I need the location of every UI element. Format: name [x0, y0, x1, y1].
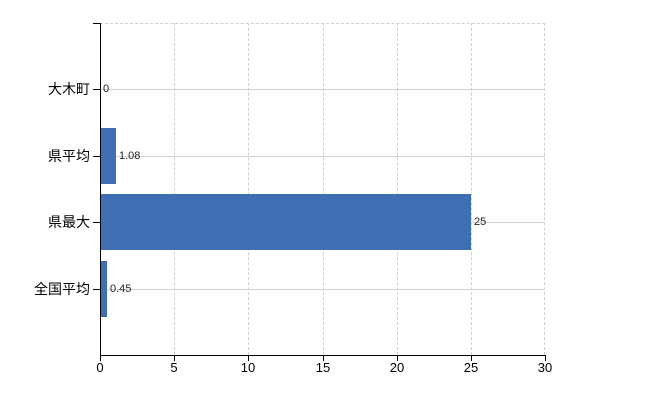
bar-value-label: 0.45: [110, 283, 132, 295]
x-tick: [100, 356, 101, 361]
x-tick-label: 30: [537, 360, 553, 375]
bar-value-label: 25: [474, 216, 487, 228]
category-label: 大木町: [48, 81, 90, 97]
category-label: 全国平均: [34, 281, 90, 297]
bar: [100, 194, 471, 250]
x-tick: [471, 356, 472, 361]
bar: [100, 261, 107, 317]
bar-value-label: 0: [103, 83, 110, 95]
y-tick: [93, 222, 100, 223]
x-tick-label: 0: [96, 360, 104, 375]
y-tick: [93, 289, 100, 290]
x-tick-label: 20: [389, 360, 405, 375]
vertical-gridline: [471, 23, 472, 355]
horizontal-gridline: [100, 289, 545, 290]
vertical-gridline: [397, 23, 398, 355]
vertical-gridline: [323, 23, 324, 355]
x-tick: [545, 356, 546, 361]
bar: [100, 128, 116, 184]
plot-frame-right: [544, 23, 545, 355]
y-axis-line: [100, 23, 101, 356]
x-tick-label: 5: [170, 360, 178, 375]
x-tick-label: 10: [240, 360, 256, 375]
x-tick: [174, 356, 175, 361]
x-tick: [248, 356, 249, 361]
category-label: 県平均: [48, 148, 90, 164]
y-tick: [93, 89, 100, 90]
bar-value-label: 1.08: [119, 150, 141, 162]
vertical-gridline: [174, 23, 175, 355]
horizontal-gridline: [100, 89, 545, 90]
vertical-gridline: [248, 23, 249, 355]
y-axis-top-tick: [93, 23, 100, 24]
x-axis-line: [100, 355, 546, 356]
plot-area: 0 1.08 25 0.45: [100, 23, 545, 355]
x-tick-label: 15: [315, 360, 331, 375]
x-tick: [323, 356, 324, 361]
y-tick: [93, 156, 100, 157]
x-tick: [397, 356, 398, 361]
category-label: 県最大: [48, 214, 90, 230]
horizontal-gridline: [100, 156, 545, 157]
x-tick-label: 25: [463, 360, 479, 375]
